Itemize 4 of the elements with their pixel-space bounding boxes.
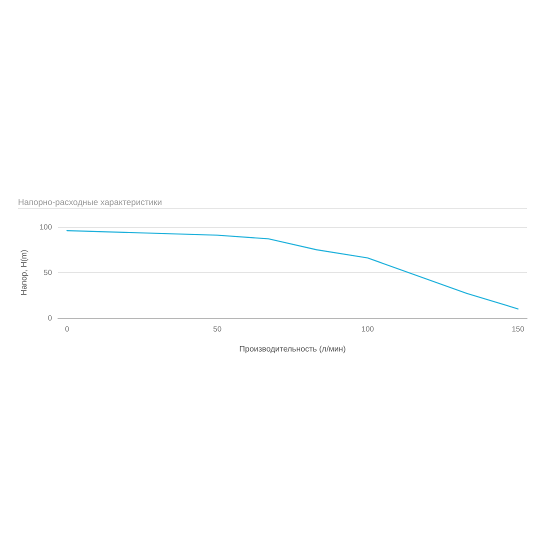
chart-title: Напорно-расходные характеристики	[18, 196, 527, 209]
x-axis-title: Производительность (л/мин)	[239, 344, 346, 354]
line-series	[66, 230, 519, 310]
y-axis-title: Напор, H(m)	[20, 249, 28, 296]
